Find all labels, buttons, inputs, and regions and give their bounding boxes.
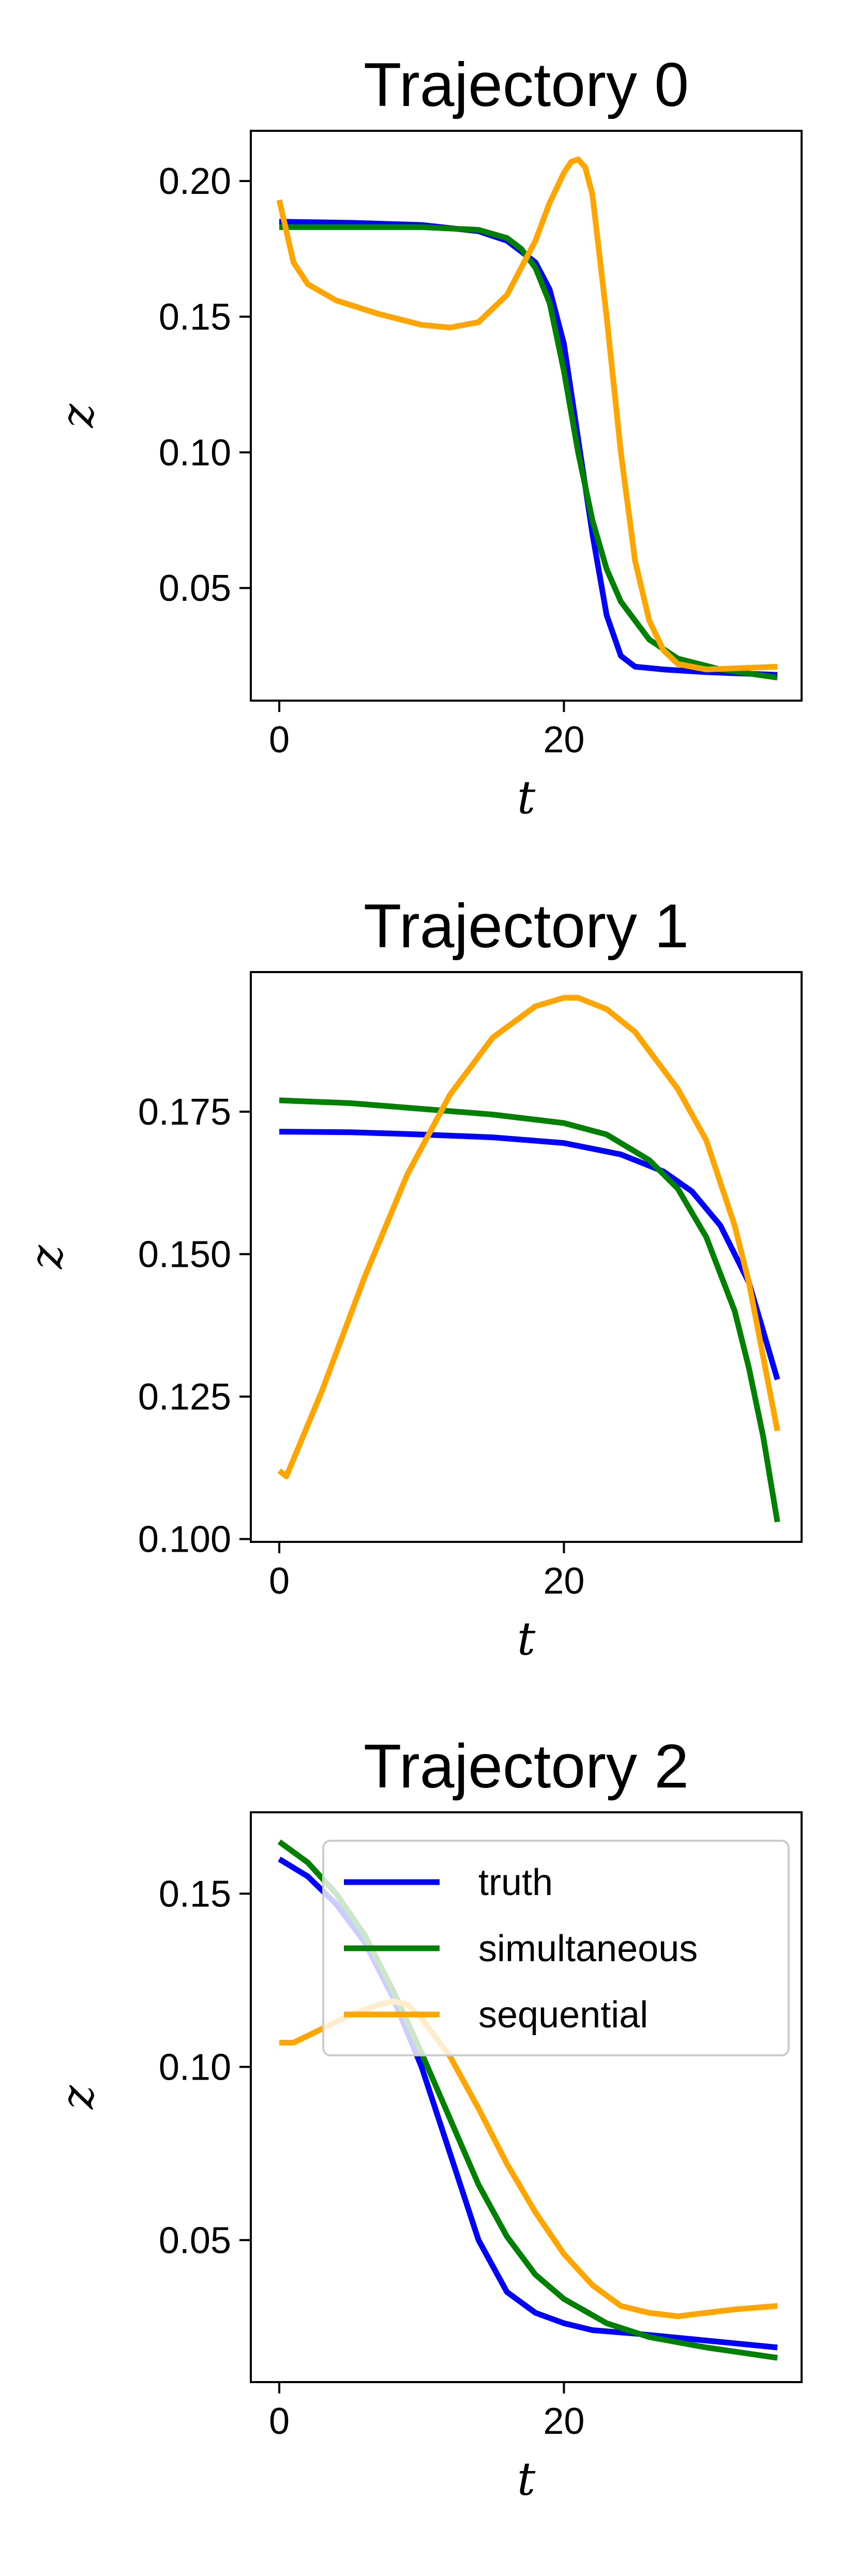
chart-panel-2: Trajectory 2 0 20 0.05 0.10 0.15 t z truth simult… — [51, 1732, 803, 2506]
x-tick-label: 0 — [269, 2401, 290, 2442]
legend-label-sequential: sequential — [478, 1994, 648, 2036]
x-tick-label: 0 — [269, 1560, 290, 1602]
chart-panel-1: Trajectory 1 0 20 0.100 0.125 0.150 0.175 t z — [20, 891, 803, 1665]
y-axis-label: z — [51, 403, 104, 428]
y-axis-label: z — [20, 1245, 73, 1269]
legend: truth simultaneous sequential — [322, 1840, 790, 2056]
x-tick-label: 20 — [543, 2401, 584, 2442]
series-line-sequential — [276, 156, 778, 673]
y-tick-label: 0.150 — [138, 1234, 231, 1275]
legend-label-simultaneous: simultaneous — [478, 1928, 698, 1969]
x-tick-label: 0 — [269, 719, 290, 761]
x-tick-label: 20 — [543, 1560, 584, 1602]
x-axis-label: t — [517, 1612, 536, 1665]
y-tick-label: 0.15 — [159, 1873, 231, 1915]
legend-label-truth: truth — [478, 1862, 553, 1903]
chart-title: Trajectory 1 — [364, 891, 689, 961]
x-tick-label: 20 — [543, 719, 584, 761]
plot-frame — [250, 1811, 803, 2383]
chart-panel-0: Trajectory 0 0 20 0.05 0.10 0.15 0.20 t z — [51, 50, 803, 824]
y-tick-label: 0.175 — [138, 1092, 231, 1133]
series-line-simultaneous — [279, 224, 778, 680]
x-axis-label: t — [517, 2452, 536, 2506]
y-axis-label: z — [51, 2085, 104, 2110]
x-axis-label: t — [517, 771, 536, 824]
series-line-sequential — [277, 995, 780, 1479]
plot-frame — [250, 971, 803, 1543]
y-tick-label: 0.10 — [159, 432, 231, 474]
legend-box — [322, 1840, 790, 2056]
y-tick-label: 0.100 — [138, 1519, 231, 1560]
y-tick-label: 0.125 — [138, 1376, 231, 1418]
series-line-truth — [279, 1129, 780, 1381]
series-line-simultaneous — [279, 1097, 780, 1523]
y-tick-label: 0.10 — [159, 2047, 231, 2088]
y-tick-label: 0.05 — [159, 2220, 231, 2261]
y-tick-label: 0.05 — [159, 568, 231, 609]
series-line-truth — [279, 219, 778, 678]
y-tick-label: 0.15 — [159, 296, 231, 338]
plot-frame — [250, 130, 803, 702]
y-tick-label: 0.20 — [159, 161, 231, 202]
chart-title: Trajectory 2 — [364, 1732, 689, 1801]
chart-title: Trajectory 0 — [364, 50, 689, 119]
